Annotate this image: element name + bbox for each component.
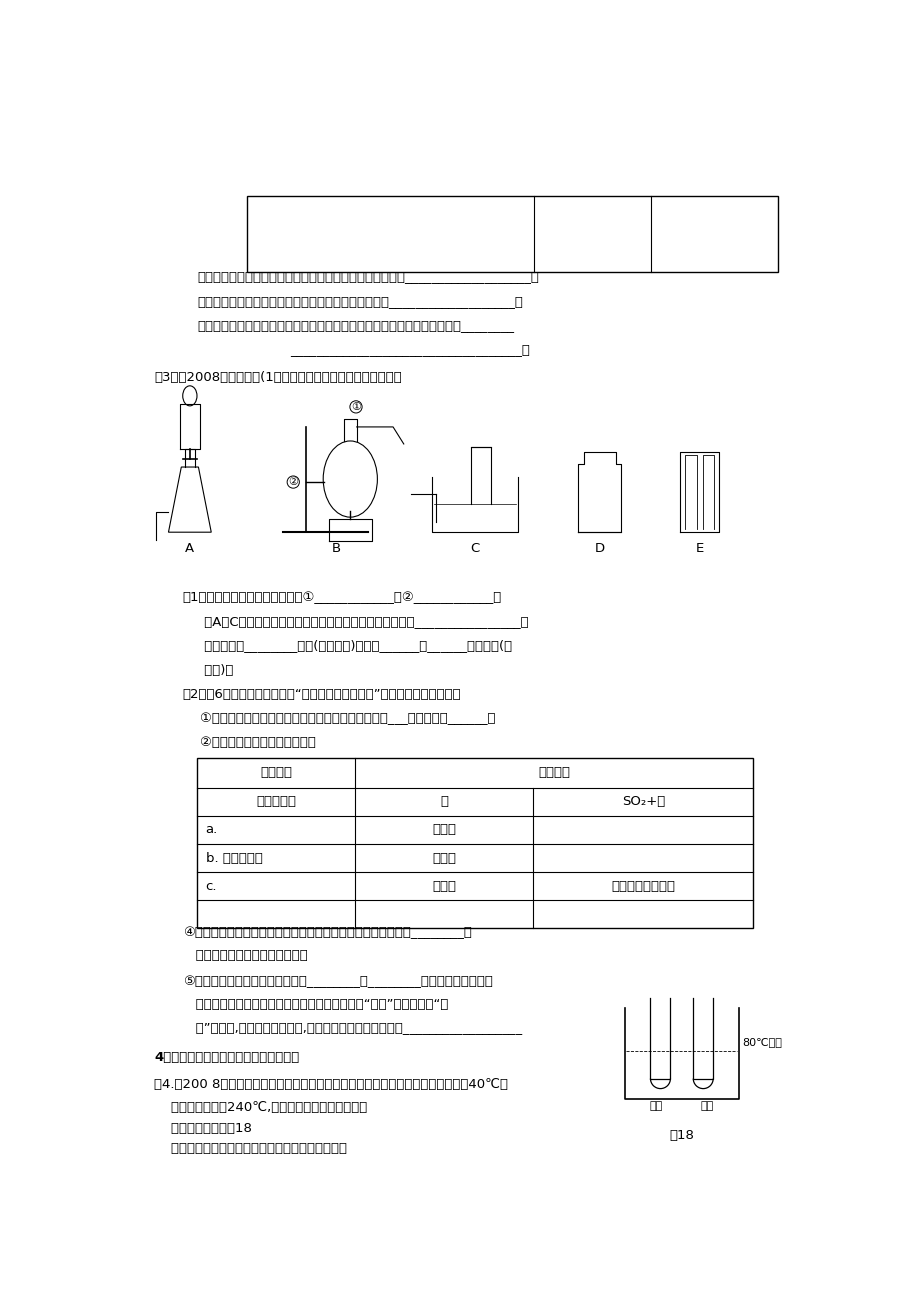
Text: 雨”的产生,保护我们的大自然,请提出一条合理化的建议：__________________: 雨”的产生,保护我们的大自然,请提出一条合理化的建议：_____________… [183, 1022, 521, 1034]
Text: 符号)。: 符号)。 [183, 664, 233, 677]
Text: 实验步骤: 实验步骤 [260, 767, 292, 780]
Text: b. 镁条或锶粒: b. 镁条或锶粒 [205, 852, 262, 865]
Text: 图18: 图18 [669, 1129, 694, 1142]
Text: SO₂+水: SO₂+水 [621, 796, 664, 809]
Text: 红磷的着火点为240℃,五氧化二磷会刺激人的呼吸: 红磷的着火点为240℃,五氧化二磷会刺激人的呼吸 [154, 1100, 367, 1113]
Text: 溶液里有气泡产生: 溶液里有气泡产生 [610, 880, 675, 893]
Text: 水: 水 [440, 796, 448, 809]
Text: 红磷: 红磷 [700, 1100, 713, 1111]
Text: 白磷: 白磷 [649, 1100, 662, 1111]
Text: c.: c. [205, 880, 217, 893]
Text: E: E [695, 542, 703, 555]
Text: ___________________________________。: ___________________________________。 [289, 342, 529, 355]
Text: 《实验评价》在上述同学们探究活动中，你最欣赏的是___________________。: 《实验评价》在上述同学们探究活动中，你最欣赏的是________________… [197, 294, 522, 307]
Text: ②: ② [288, 477, 298, 487]
Text: 《实验反思》根据以上实验，你认为碳酸氢铵化肥在存放时应注意的问题是________: 《实验反思》根据以上实验，你认为碳酸氢铵化肥在存放时应注意的问题是_______… [197, 319, 514, 332]
Text: 4、影响化学反应进行的某些因素的探究: 4、影响化学反应进行的某些因素的探究 [154, 1051, 300, 1064]
Text: 还可以制取________气体(填化学式)，可用______或______装置收集(填: 还可以制取________气体(填化学式)，可用______或______装置收… [183, 639, 511, 652]
Text: 用A、C组合，可以制取一种气体，其反应的化学方程式是________________；: 用A、C组合，可以制取一种气体，其反应的化学方程式是______________… [183, 616, 528, 629]
Bar [197, 758, 753, 928]
Text: 道。他设计了如图18: 道。他设计了如图18 [154, 1122, 252, 1134]
Bar [246, 197, 777, 272]
Text: 80℃的水: 80℃的水 [742, 1038, 781, 1048]
Text: A: A [185, 542, 194, 555]
Text: 无现象: 无现象 [432, 852, 456, 865]
Text: ④探究结论：酸雨对森林有破坏，使植物柯萎。酸雨还能腐蚀用________、: ④探究结论：酸雨对森林有破坏，使植物柯萎。酸雨还能腐蚀用________、 [183, 926, 471, 939]
Text: 无现象: 无现象 [432, 823, 456, 836]
Text: 无现象: 无现象 [432, 880, 456, 893]
Text: （2）（6分）我们已经学习过“酸雨危害的模拟实验”探究，下面请你回忆：: （2）（6分）我们已经学习过“酸雨危害的模拟实验”探究，下面请你回忆： [183, 687, 460, 700]
Text: ①实验时老师给你提供了二个集气瓶，一个是充满了___，另一个是______；: ①实验时老师给你提供了二个集气瓶，一个是充满了___，另一个是______； [183, 712, 494, 725]
Text: B: B [331, 542, 340, 555]
Text: 或气体在空气中反应后的生成物溶于雨水会形成“酸雨”，为了防止“酸: 或气体在空气中反应后的生成物溶于雨水会形成“酸雨”，为了防止“酸 [183, 999, 448, 1012]
Text: D: D [594, 542, 605, 555]
Text: a.: a. [205, 823, 218, 836]
Text: 所示的实验装置。将分别盛有少量白磷和少量红磷: 所示的实验装置。将分别盛有少量白磷和少量红磷 [154, 1142, 346, 1155]
Text: C: C [470, 542, 479, 555]
Text: ①: ① [351, 402, 360, 411]
Text: 加入的物质: 加入的物质 [256, 796, 296, 809]
Text: 《实验结论》碳酸氢铵受热易分解，其反应的化学方程式为___________________。: 《实验结论》碳酸氢铵受热易分解，其反应的化学方程式为______________… [197, 271, 539, 284]
Text: 例4.（200 8年河北省）为了探究燃烧的条件，小军查阅资料得知：白磷的着火点为40℃，: 例4.（200 8年河北省）为了探究燃烧的条件，小军查阅资料得知：白磷的着火点为… [154, 1078, 507, 1091]
Text: 例3：（2008年黄冈市）(1）根据下列实验装置图，回答问题：: 例3：（2008年黄冈市）(1）根据下列实验装置图，回答问题： [154, 371, 402, 384]
Text: （1）写出标有序号的仪器的名称①____________、②____________。: （1）写出标有序号的仪器的名称①____________、②__________… [183, 591, 502, 604]
Text: ⑤反思与评价：煤燃烧时会排放出________、________等污染物，这些气体: ⑤反思与评价：煤燃烧时会排放出________、________等污染物，这些气… [183, 975, 492, 988]
Text: ②回屬实验过程，完成下列空格: ②回屬实验过程，完成下列空格 [183, 736, 315, 749]
Text: 实验现象: 实验现象 [538, 767, 570, 780]
Text: 作成的雕像、以及金属制品等。: 作成的雕像、以及金属制品等。 [183, 949, 307, 962]
